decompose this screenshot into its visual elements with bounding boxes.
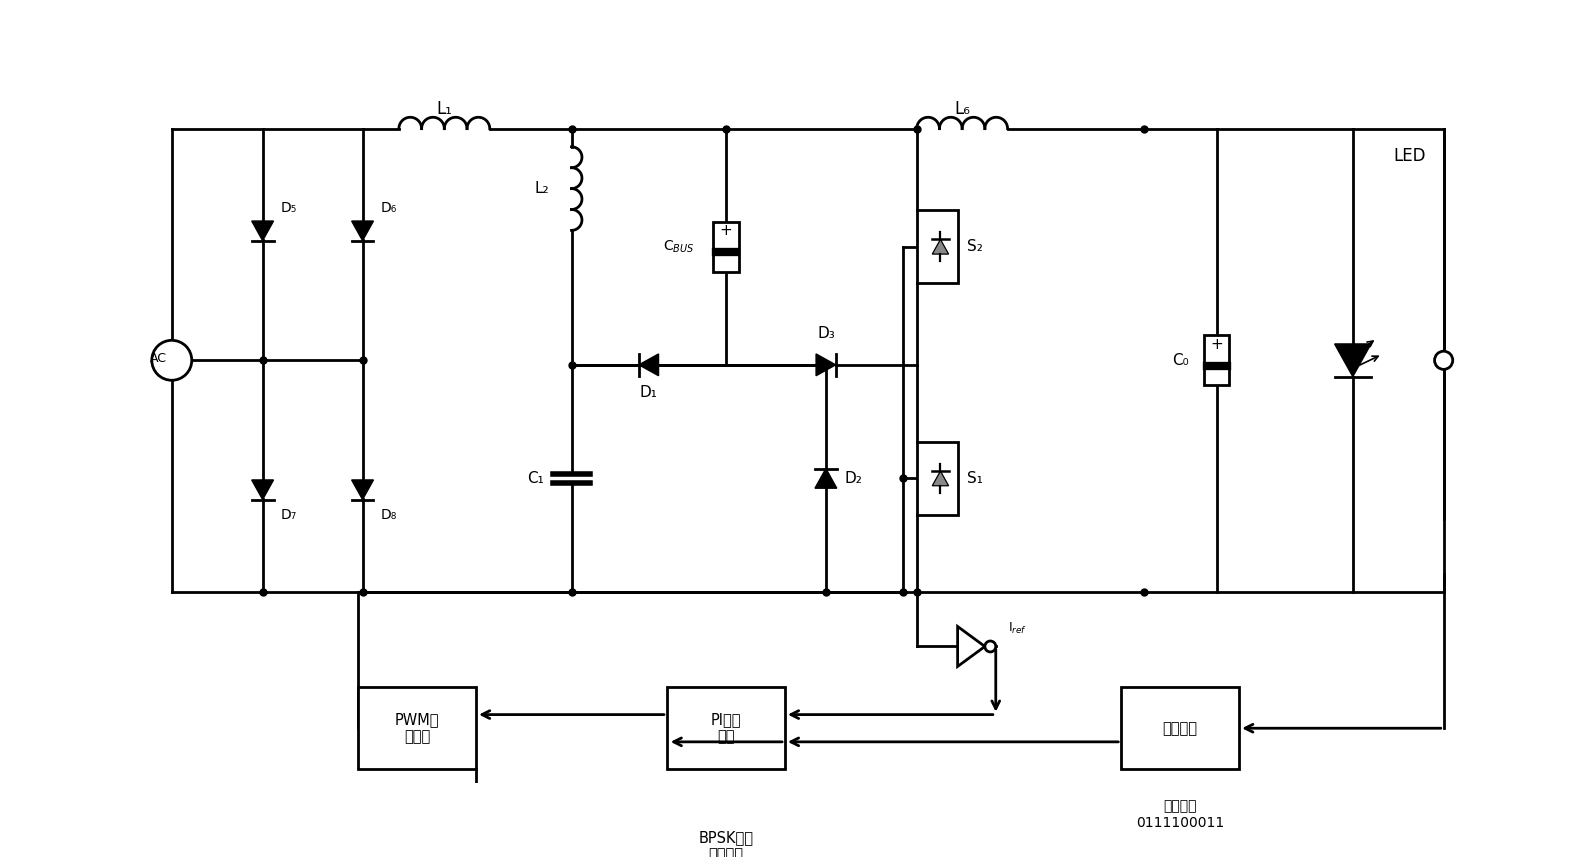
Text: L₆: L₆ <box>955 99 970 117</box>
Text: D₁: D₁ <box>641 385 658 399</box>
Text: 电流检测: 电流检测 <box>1163 721 1198 735</box>
Text: C₁: C₁ <box>528 470 545 486</box>
Text: L₁: L₁ <box>436 99 452 117</box>
Polygon shape <box>933 471 948 486</box>
Text: S₂: S₂ <box>967 239 983 255</box>
Text: D₆: D₆ <box>382 201 397 215</box>
Text: D₂: D₂ <box>845 470 862 486</box>
Polygon shape <box>251 221 273 241</box>
Bar <box>917 442 958 515</box>
Text: D₃: D₃ <box>816 326 835 340</box>
Polygon shape <box>639 354 658 375</box>
Text: S₁: S₁ <box>967 470 983 486</box>
Text: 数据输入
0111100011: 数据输入 0111100011 <box>1137 800 1225 830</box>
Bar <box>1121 687 1239 769</box>
Bar <box>917 210 958 283</box>
Polygon shape <box>251 480 273 500</box>
Polygon shape <box>933 239 948 254</box>
Text: D₈: D₈ <box>382 508 397 522</box>
Text: AC: AC <box>149 352 166 365</box>
Bar <box>1204 335 1229 386</box>
Polygon shape <box>958 626 984 667</box>
Text: PI补偿
网络: PI补偿 网络 <box>711 712 741 745</box>
Text: D₅: D₅ <box>281 201 297 215</box>
Text: +: + <box>719 224 732 238</box>
Circle shape <box>152 340 192 381</box>
Polygon shape <box>816 354 835 375</box>
Circle shape <box>1435 351 1452 369</box>
Bar <box>713 222 738 272</box>
Text: LED: LED <box>1394 147 1426 165</box>
Text: I$_{ref}$: I$_{ref}$ <box>1008 620 1027 636</box>
Bar <box>358 687 476 769</box>
Text: PWM调
制单元: PWM调 制单元 <box>394 712 440 745</box>
Bar <box>667 687 785 769</box>
Text: L₂: L₂ <box>534 181 550 196</box>
Text: C₀: C₀ <box>1173 353 1188 368</box>
Text: BPSK通信
数据载波: BPSK通信 数据载波 <box>699 830 754 857</box>
Polygon shape <box>352 221 374 241</box>
Polygon shape <box>1334 344 1371 376</box>
Polygon shape <box>352 480 374 500</box>
Circle shape <box>984 641 995 652</box>
Polygon shape <box>815 469 837 488</box>
Bar <box>667 806 785 857</box>
Text: D₇: D₇ <box>281 508 297 522</box>
Text: +: + <box>1210 337 1223 352</box>
Text: C$_{BUS}$: C$_{BUS}$ <box>663 238 694 255</box>
